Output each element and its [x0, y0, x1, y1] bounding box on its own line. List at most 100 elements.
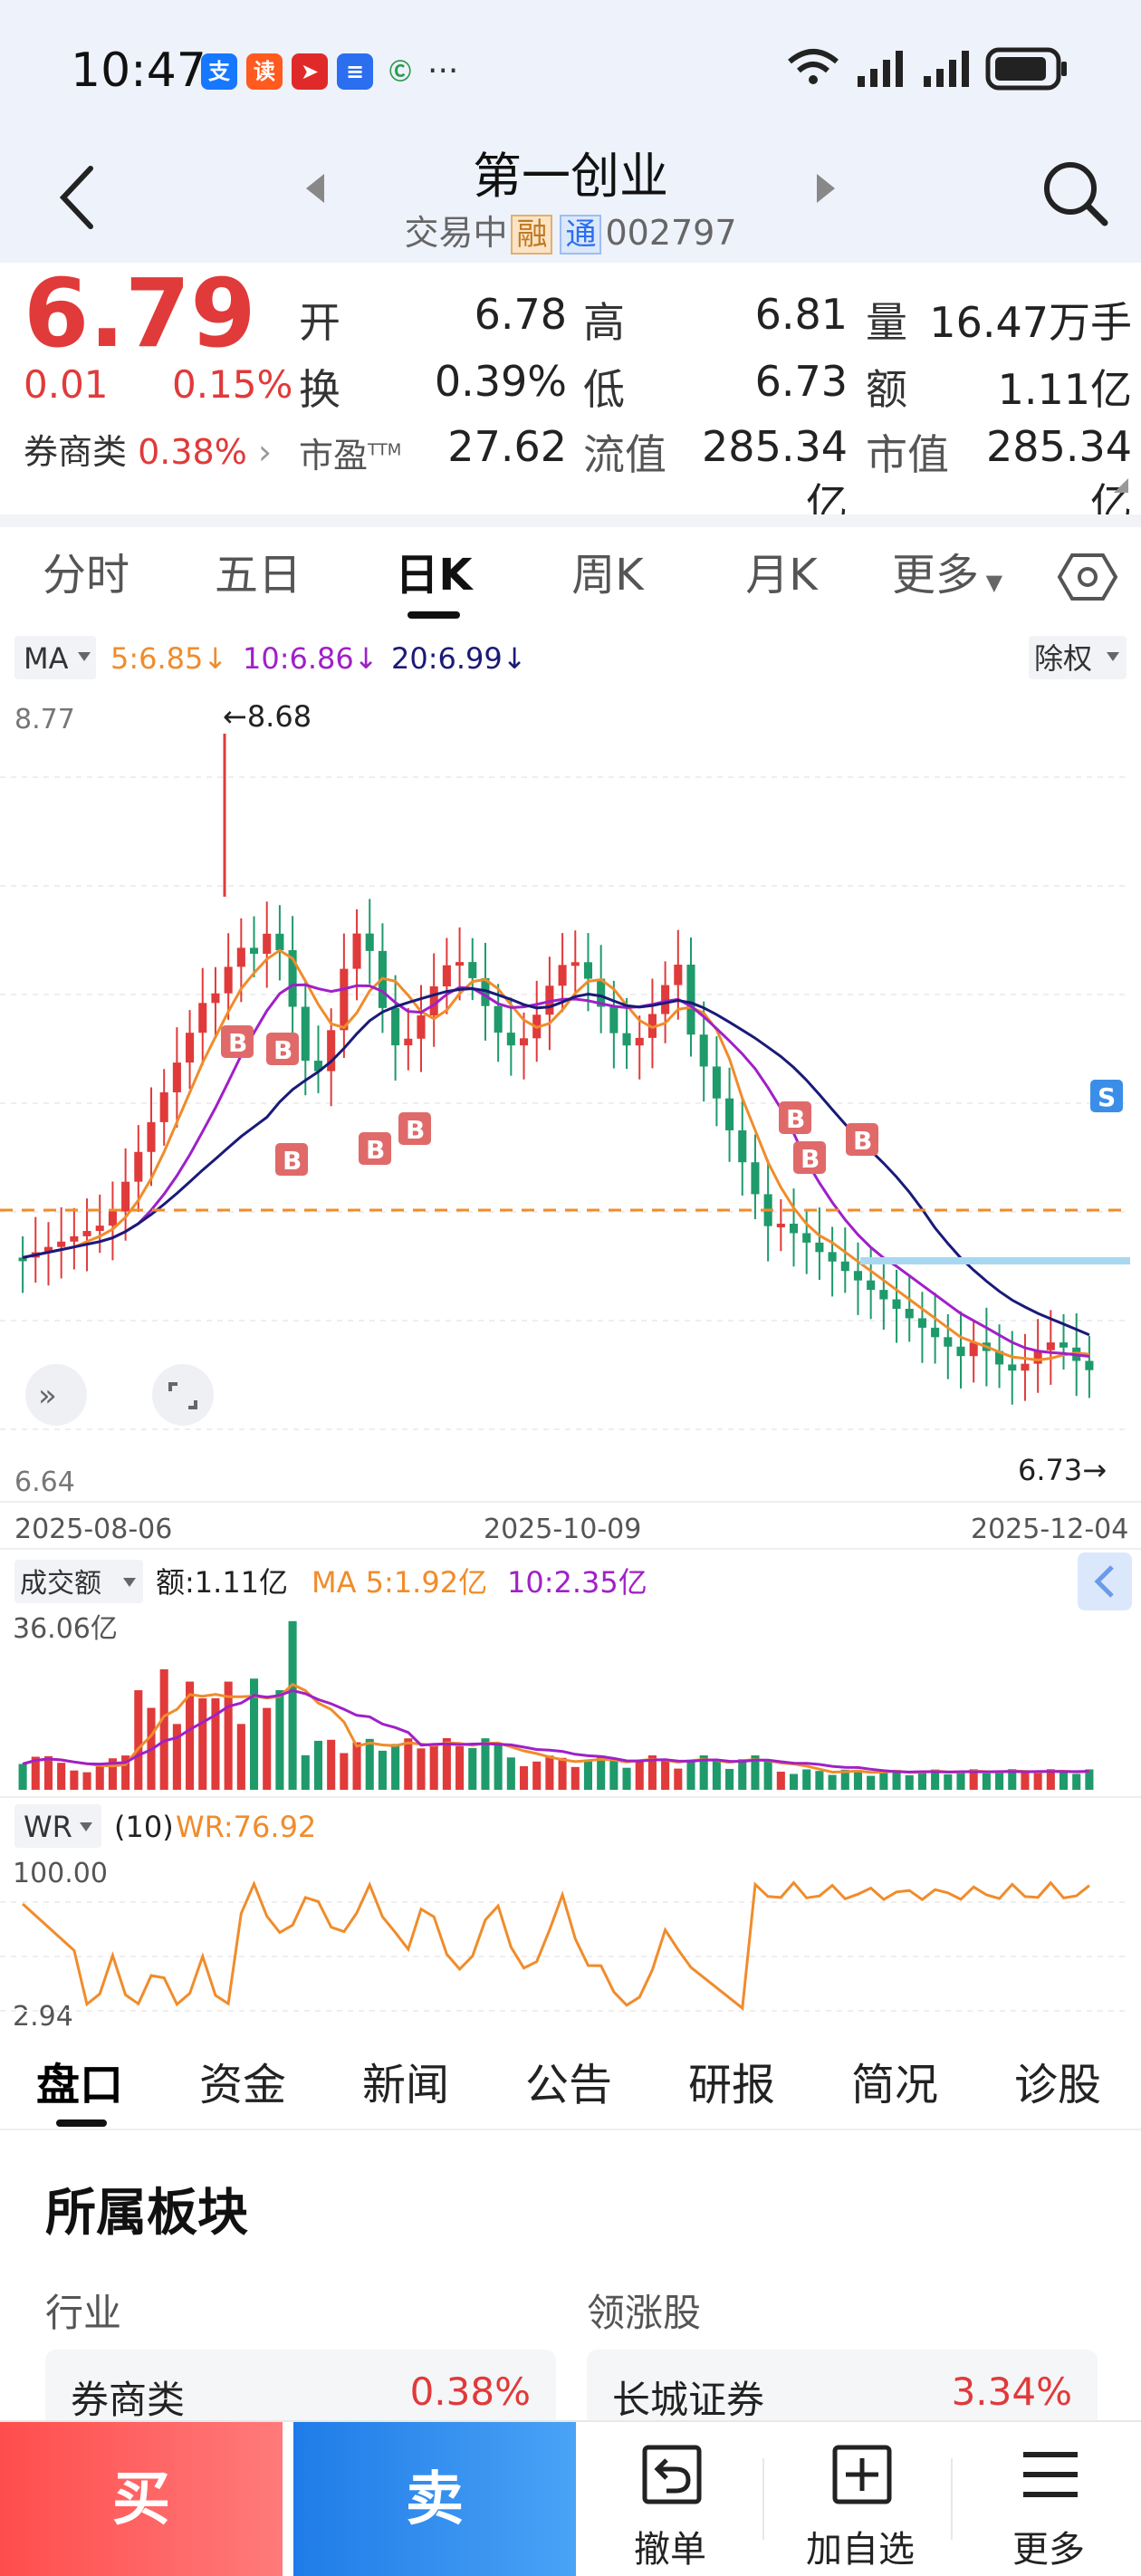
- volume-bar: [647, 1755, 657, 1790]
- turnover-label: 换: [299, 365, 340, 414]
- chevron-right-icon: ›: [257, 432, 273, 472]
- candle-body: [738, 1129, 747, 1163]
- leader-name: 长城证券: [612, 2378, 765, 2422]
- ma-selector-label[interactable]: MA: [24, 641, 69, 676]
- collapse-side-button[interactable]: [1078, 1552, 1132, 1610]
- candle-body: [622, 1033, 631, 1046]
- ma-caret-icon: [78, 652, 91, 661]
- leader-card[interactable]: 长城证券 3.34%: [587, 2350, 1098, 2427]
- volume-bar: [468, 1747, 477, 1790]
- volume-bar: [404, 1738, 413, 1790]
- tab-monthly-k[interactable]: 月K: [745, 550, 818, 601]
- candle-body: [506, 1033, 515, 1046]
- tab-order-book[interactable]: 盘口: [36, 2060, 124, 2110]
- more-actions-button[interactable]: 更多: [976, 2422, 1121, 2576]
- buy-signal-marker: B: [801, 1144, 820, 1174]
- tab-profile[interactable]: 简况: [851, 2060, 939, 2110]
- date-label-start: 2025-08-06: [14, 1514, 172, 1545]
- tab-research[interactable]: 研报: [688, 2060, 776, 2110]
- volume-bar: [995, 1772, 1004, 1790]
- volume-bar: [956, 1771, 965, 1790]
- tab-daily-k[interactable]: 日K: [395, 550, 473, 601]
- kline-chart-area[interactable]: MA 5:6.85↓ 10:6.86↓ 20:6.99↓ 除权 8.77 6.6…: [0, 625, 1141, 2038]
- sector-tag[interactable]: 券商类 0.38% ›: [24, 424, 272, 474]
- pe-ttm-sup: TTM: [368, 440, 402, 460]
- candle-body: [828, 1252, 837, 1262]
- float-label: 流值: [583, 430, 666, 479]
- industry-pct: 0.38%: [409, 2369, 531, 2414]
- ma-selector-bg[interactable]: [14, 636, 96, 679]
- prev-stock-icon[interactable]: [302, 170, 330, 207]
- buy-button[interactable]: 买: [0, 2422, 283, 2576]
- tab-announcements[interactable]: 公告: [525, 2060, 613, 2110]
- kline-tabs: 分时 五日 日K 周K 月K 更多 ▼: [0, 530, 1141, 620]
- volume-bar: [840, 1769, 849, 1790]
- news-app-icon: ➤: [292, 53, 328, 90]
- add-watchlist-button[interactable]: 加自选: [788, 2422, 933, 2576]
- volume-bar: [1008, 1769, 1017, 1790]
- back-icon[interactable]: [54, 161, 100, 234]
- low-label: 低: [583, 365, 625, 414]
- candle-body: [519, 1038, 529, 1046]
- volume-bar: [879, 1770, 888, 1790]
- volume-bar: [455, 1745, 465, 1790]
- volume-bar: [815, 1771, 824, 1790]
- volume-selector-bg[interactable]: [14, 1560, 143, 1603]
- settings-hexagon-icon[interactable]: [1056, 550, 1119, 604]
- buy-signal-marker: B: [283, 1146, 302, 1176]
- volume-bar: [108, 1758, 117, 1790]
- current-price: 6.79: [24, 258, 256, 369]
- volume-bar: [725, 1768, 734, 1790]
- expand-corner-icon[interactable]: [1112, 476, 1130, 495]
- kline-svg[interactable]: MA 5:6.85↓ 10:6.86↓ 20:6.99↓ 除权 8.77 6.6…: [0, 625, 1141, 2038]
- volume-selector-label[interactable]: 成交额: [20, 1568, 101, 1600]
- volume-bar: [198, 1698, 207, 1790]
- candle-body: [1085, 1360, 1094, 1370]
- volume-bar: [712, 1759, 721, 1790]
- tab-weekly-k[interactable]: 周K: [571, 550, 644, 601]
- quote-panel: 6.79 0.01 0.15% 券商类 0.38% › 开 6.78 高 6.8…: [0, 258, 1141, 528]
- cancel-order-button[interactable]: 撤单: [598, 2422, 743, 2576]
- next-stock-icon[interactable]: [811, 170, 839, 207]
- search-icon[interactable]: [1040, 158, 1112, 230]
- tab-diagnosis[interactable]: 诊股: [1014, 2060, 1102, 2110]
- sector-section: 所属板块 行业 领涨股 券商类 0.38% 长城证券 3.34%: [0, 2129, 1141, 2427]
- volume-bar: [1072, 1773, 1081, 1790]
- candle-body: [699, 1034, 708, 1067]
- volume-bar: [944, 1773, 953, 1790]
- volume-bar: [917, 1770, 926, 1790]
- candle-body: [635, 1037, 644, 1046]
- finance-app-icon: Ⓒ: [382, 53, 418, 90]
- adjust-selector-label[interactable]: 除权: [1034, 641, 1092, 676]
- volume-bar: [622, 1767, 631, 1790]
- tab-capital[interactable]: 资金: [199, 2060, 287, 2110]
- industry-card[interactable]: 券商类 0.38%: [45, 2350, 556, 2427]
- tab-five-day[interactable]: 五日: [214, 550, 302, 601]
- volume-bar: [609, 1758, 618, 1790]
- candle-body: [892, 1299, 901, 1309]
- adjust-selector-bg[interactable]: [1029, 636, 1127, 679]
- sell-signal-marker: S: [1098, 1082, 1116, 1112]
- tab-more[interactable]: 更多 ▼: [884, 530, 1011, 620]
- wr-selector-bg[interactable]: [14, 1804, 101, 1848]
- tab-timeshare[interactable]: 分时: [42, 550, 129, 601]
- wr-selector-label[interactable]: WR: [24, 1810, 72, 1844]
- volume-bar: [95, 1766, 104, 1790]
- volume-bar: [1021, 1772, 1030, 1790]
- buy-signal-marker-bg: [793, 1141, 826, 1174]
- tab-more-label: 更多: [891, 550, 979, 601]
- volume-bar: [121, 1755, 130, 1790]
- tab-news[interactable]: 新闻: [362, 2060, 450, 2110]
- volume-bar: [70, 1770, 79, 1790]
- candle-body: [95, 1226, 104, 1232]
- volume-ma5-line: [22, 1682, 1089, 1774]
- candle-body: [481, 977, 490, 1006]
- fullscreen-button[interactable]: [152, 1364, 214, 1426]
- sell-button[interactable]: 卖: [293, 2422, 576, 2576]
- read-app-icon: 读: [246, 53, 283, 90]
- high-marker: ←8.68: [223, 699, 312, 734]
- candle-body: [134, 1151, 143, 1182]
- candle-body: [661, 985, 670, 1014]
- volume-bar: [558, 1757, 567, 1790]
- expand-panel-button[interactable]: [25, 1364, 87, 1426]
